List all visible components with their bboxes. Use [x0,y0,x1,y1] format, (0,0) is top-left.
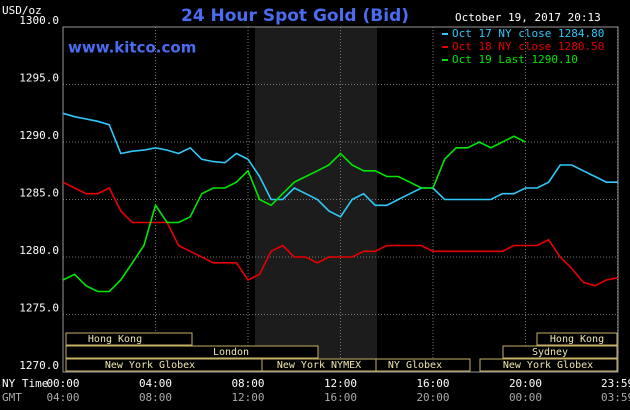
x-tick-label: 16:00 [416,377,449,390]
session-box [65,332,193,346]
x-tick-label: 04:00 [139,377,172,390]
x2-tick-label: 20:00 [416,391,449,404]
plot [62,26,619,373]
x-axis-label: NY Time [2,377,48,390]
session-box [502,345,618,359]
x2-tick-label: 08:00 [139,391,172,404]
y-tick-label: 1285.0 [19,187,59,200]
legend-entry: Oct 18 NY close 1280.50 [452,40,604,53]
session-label: London [213,347,249,358]
y-tick-label: 1275.0 [19,302,59,315]
session-label: Hong Kong [550,334,604,345]
x-tick-label: 00:00 [46,377,79,390]
y-unit: USD/oz [2,4,42,17]
x-tick-label: 20:00 [509,377,542,390]
session-label: Hong Kong [88,334,142,345]
series-line [62,181,619,287]
session-label: Sydney [532,347,568,358]
session-label: New York Globex [503,360,593,371]
x2-tick-label: 03:59 [601,391,630,404]
legend-entry: Oct 17 NY close 1284.80 [452,27,604,40]
sessions: Hong Kong London New York Globex New Yor… [65,332,618,372]
session-label: New York Globex [105,360,195,371]
x2-tick-label: 04:00 [46,391,79,404]
x-tick-label: 08:00 [231,377,264,390]
session-label: New York NYMEX [277,360,361,371]
session-box [479,358,618,372]
x-tick-label: 12:00 [324,377,357,390]
y-tick-label: 1280.0 [19,244,59,257]
legend-entry: Oct 19 Last 1290.10 [452,53,578,66]
y-tick-label: 1270.0 [19,359,59,372]
x2-axis-label: GMT [2,391,22,404]
series-line [62,112,618,218]
y-tick-label: 1295.0 [19,72,59,85]
session-label: NY Globex [388,360,442,371]
plot-frame [62,26,619,373]
x2-tick-label: 12:00 [231,391,264,404]
timestamp: October 19, 2017 20:13 [455,11,601,24]
x2-tick-label: 00:00 [509,391,542,404]
session-box [375,358,471,372]
website: www.kitco.com [68,39,196,57]
y-tick-label: 1290.0 [19,129,59,142]
chart-title: 24 Hour Spot Gold (Bid) [181,6,409,26]
session-box [536,332,618,346]
x2-tick-label: 16:00 [324,391,357,404]
session-box [65,345,319,359]
y-tick-label: 1300.0 [19,14,59,27]
series-line [62,135,526,293]
x-tick-label: 23:59 [601,377,630,390]
